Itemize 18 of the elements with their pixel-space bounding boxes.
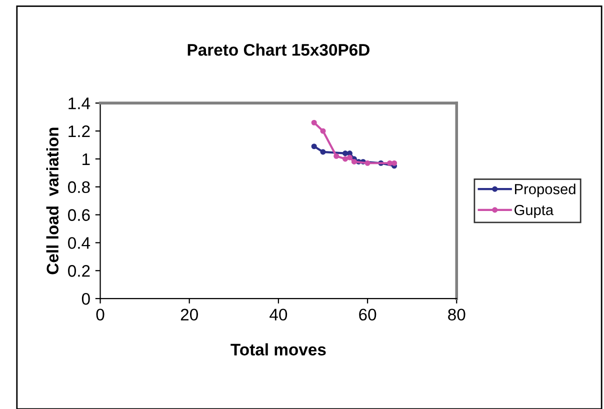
legend-label: Proposed — [515, 184, 576, 198]
x-tick-label: 80 — [448, 308, 466, 321]
x-axis-title: Total moves — [230, 343, 326, 356]
y-tick-label: 1.4 — [68, 98, 90, 110]
y-tick-label: 0.2 — [68, 265, 90, 277]
x-tick-label: 40 — [270, 308, 288, 321]
y-tick-label: 1.2 — [68, 125, 90, 138]
y-tick-label: 0.4 — [68, 237, 90, 249]
y-tick-label: 0.8 — [68, 181, 90, 194]
y-tick-label: 0 — [82, 292, 90, 305]
x-tick-label: 0 — [96, 308, 104, 321]
y-axis-title: Cell load variation — [46, 128, 59, 274]
y-tick-label: 0.6 — [68, 209, 90, 221]
chart-title: Pareto Chart 15x30P6D — [188, 44, 370, 56]
x-tick-label: 60 — [359, 308, 376, 321]
legend-label: Gupta — [514, 204, 554, 218]
x-tick-label: 20 — [180, 308, 198, 321]
y-tick-label: 1 — [82, 154, 90, 165]
